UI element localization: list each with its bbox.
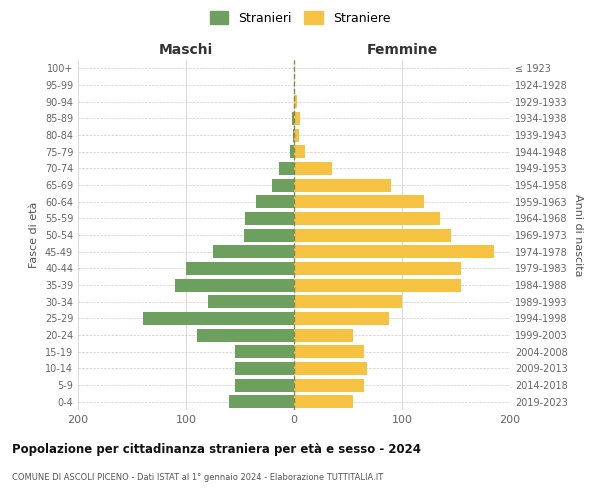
- Bar: [208, 295, 294, 308]
- Bar: [294, 195, 424, 208]
- Bar: [290, 145, 294, 158]
- Bar: [186, 262, 294, 275]
- Text: Maschi: Maschi: [159, 42, 213, 56]
- Bar: [256, 195, 294, 208]
- Text: COMUNE DI ASCOLI PICENO - Dati ISTAT al 1° gennaio 2024 - Elaborazione TUTTITALI: COMUNE DI ASCOLI PICENO - Dati ISTAT al …: [12, 472, 383, 482]
- Bar: [294, 245, 494, 258]
- Bar: [294, 362, 367, 375]
- Y-axis label: Anni di nascita: Anni di nascita: [573, 194, 583, 276]
- Bar: [244, 228, 294, 241]
- Bar: [294, 312, 389, 325]
- Bar: [294, 378, 364, 392]
- Legend: Stranieri, Straniere: Stranieri, Straniere: [205, 6, 395, 30]
- Bar: [294, 212, 440, 225]
- Bar: [294, 145, 305, 158]
- Bar: [272, 178, 294, 192]
- Bar: [294, 345, 364, 358]
- Bar: [293, 128, 294, 141]
- Bar: [294, 395, 353, 408]
- Text: Popolazione per cittadinanza straniera per età e sesso - 2024: Popolazione per cittadinanza straniera p…: [12, 442, 421, 456]
- Bar: [279, 162, 294, 175]
- Bar: [294, 128, 299, 141]
- Bar: [292, 112, 294, 125]
- Bar: [175, 278, 294, 291]
- Bar: [294, 228, 451, 241]
- Bar: [229, 395, 294, 408]
- Bar: [235, 362, 294, 375]
- Bar: [294, 295, 402, 308]
- Bar: [197, 328, 294, 342]
- Bar: [294, 328, 353, 342]
- Bar: [294, 162, 332, 175]
- Bar: [294, 262, 461, 275]
- Bar: [235, 345, 294, 358]
- Bar: [235, 378, 294, 392]
- Bar: [213, 245, 294, 258]
- Y-axis label: Fasce di età: Fasce di età: [29, 202, 39, 268]
- Bar: [294, 278, 461, 291]
- Bar: [143, 312, 294, 325]
- Bar: [294, 178, 391, 192]
- Text: Femmine: Femmine: [367, 42, 437, 56]
- Bar: [294, 112, 301, 125]
- Bar: [294, 95, 297, 108]
- Bar: [245, 212, 294, 225]
